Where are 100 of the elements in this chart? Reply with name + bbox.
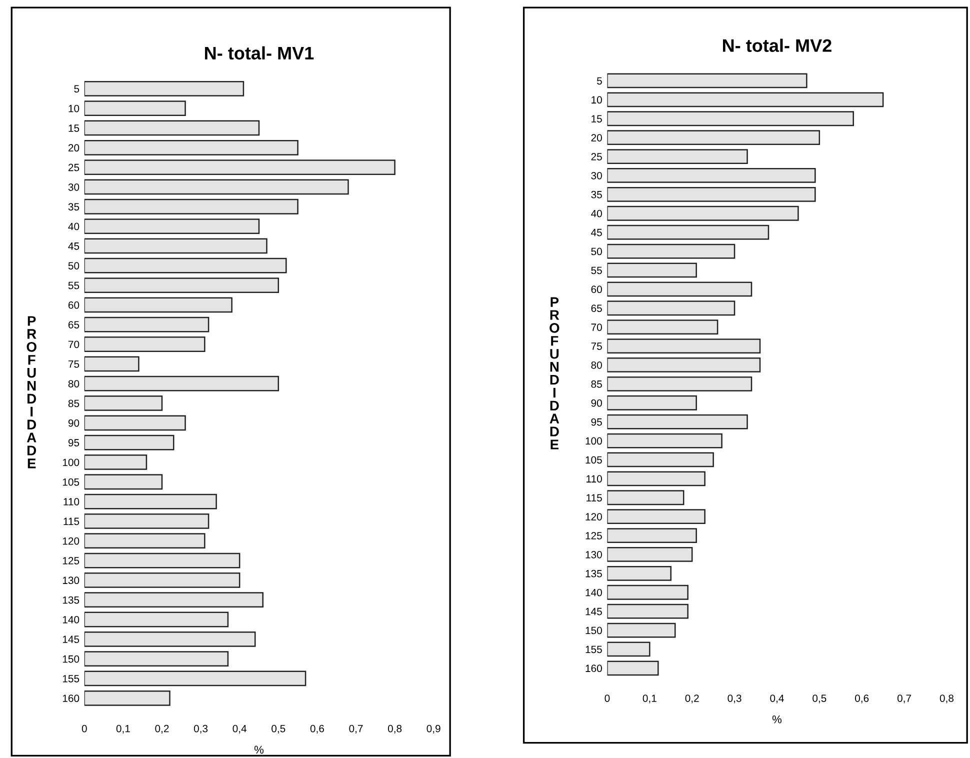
y-tick-label: 45 <box>591 228 602 236</box>
y-tick-label: 60 <box>68 301 80 309</box>
bar <box>84 258 287 274</box>
y-tick-label: 10 <box>68 104 80 112</box>
y-tick-label: 135 <box>62 596 80 604</box>
bar <box>607 660 659 676</box>
bar <box>84 670 306 686</box>
text: PROFUNDIDADE <box>26 316 36 468</box>
bar <box>84 238 268 254</box>
bar <box>84 396 163 411</box>
y-tick-label: 25 <box>68 164 80 172</box>
y-tick-label: 135 <box>586 570 602 578</box>
y-tick-label: 130 <box>586 550 602 558</box>
x-axis-title: % <box>772 715 782 724</box>
bar <box>607 130 820 146</box>
bar <box>607 604 688 619</box>
y-tick-label: 20 <box>68 144 80 152</box>
bar <box>607 111 854 126</box>
x-tick-label: 0,4 <box>232 724 247 734</box>
bar <box>84 631 256 647</box>
text: PROFUNDIDADE <box>550 297 560 450</box>
y-tick-label: 50 <box>591 248 602 256</box>
y-tick-label: 65 <box>591 304 602 312</box>
x-tick-label: 0,3 <box>194 724 208 734</box>
y-tick-label: 130 <box>62 576 80 584</box>
y-tick-label: 50 <box>68 262 80 270</box>
y-tick-label: 120 <box>62 537 80 545</box>
y-tick-label: 55 <box>68 282 80 290</box>
y-tick-label: 40 <box>68 222 80 230</box>
bar <box>84 612 229 628</box>
y-tick-label: 85 <box>591 380 602 388</box>
y-tick-label: 80 <box>591 361 602 369</box>
x-tick-label: 0,8 <box>940 694 954 704</box>
x-tick-label: 0,7 <box>897 694 911 704</box>
y-tick-label: 145 <box>586 608 602 616</box>
y-tick-label: 115 <box>64 518 80 526</box>
y-tick-label: 30 <box>591 172 602 180</box>
x-tick-label: 0,6 <box>855 694 869 704</box>
y-tick-label: 35 <box>591 190 602 198</box>
y-tick-label: 90 <box>591 399 602 407</box>
bar <box>607 528 697 543</box>
x-tick-label: 0,2 <box>685 694 699 704</box>
chart-title: N- total- MV1 <box>205 46 314 60</box>
bar <box>84 198 298 214</box>
y-tick-label: 90 <box>68 419 80 427</box>
y-tick-label: 110 <box>64 498 80 506</box>
bar <box>84 140 298 156</box>
bar <box>84 552 240 568</box>
y-tick-label: 105 <box>586 456 602 464</box>
y-tick-label: 70 <box>591 324 602 331</box>
bar <box>84 415 186 431</box>
bar <box>84 651 229 667</box>
x-tick-label: 0 <box>604 694 610 702</box>
bar <box>607 433 722 448</box>
bar <box>84 494 217 510</box>
y-tick-label: 140 <box>62 616 80 624</box>
y-tick-label: 150 <box>62 655 80 663</box>
bar <box>84 376 280 392</box>
bar <box>607 414 748 430</box>
y-tick-label: 95 <box>68 439 80 446</box>
x-tick-label: 0,2 <box>155 724 169 734</box>
x-tick-label: 0,4 <box>770 694 784 704</box>
bar <box>84 356 140 372</box>
y-tick-label: 155 <box>586 646 602 654</box>
y-tick-label: 20 <box>591 134 602 142</box>
bar <box>84 160 396 176</box>
bar <box>84 120 260 136</box>
bar <box>607 584 688 600</box>
y-tick-label: 115 <box>586 494 602 502</box>
x-tick-label: 0,5 <box>812 694 826 704</box>
bar <box>607 244 736 259</box>
x-tick-label: 0,3 <box>728 694 742 704</box>
x-tick-label: 0,5 <box>272 724 286 734</box>
y-tick-label: 60 <box>591 286 602 294</box>
y-tick-label: 55 <box>591 266 602 274</box>
bar <box>84 592 264 608</box>
y-tick-label: 15 <box>68 124 80 132</box>
bar <box>607 338 761 354</box>
y-tick-label: 10 <box>592 96 602 104</box>
bar <box>607 262 697 278</box>
y-tick-label: 40 <box>591 210 602 218</box>
chart-title: N- total- MV2 <box>723 38 832 52</box>
bar <box>607 149 748 164</box>
y-tick-label: 70 <box>68 340 80 348</box>
bar <box>84 316 210 332</box>
bar <box>607 376 752 392</box>
y-tick-label: 110 <box>586 475 602 483</box>
x-tick-label: 0,8 <box>388 724 402 734</box>
y-tick-label: 125 <box>62 557 80 564</box>
x-tick-label: 0,7 <box>349 724 363 734</box>
y-tick-label: 5 <box>596 77 602 85</box>
bar <box>607 320 718 335</box>
bar <box>607 186 816 202</box>
y-tick-label: 30 <box>68 183 80 191</box>
x-axis-title: % <box>254 746 264 754</box>
y-tick-label: 5 <box>74 85 80 93</box>
y-tick-label: 75 <box>591 342 602 350</box>
bar <box>607 358 761 372</box>
bar <box>607 282 752 297</box>
bar <box>84 278 280 293</box>
